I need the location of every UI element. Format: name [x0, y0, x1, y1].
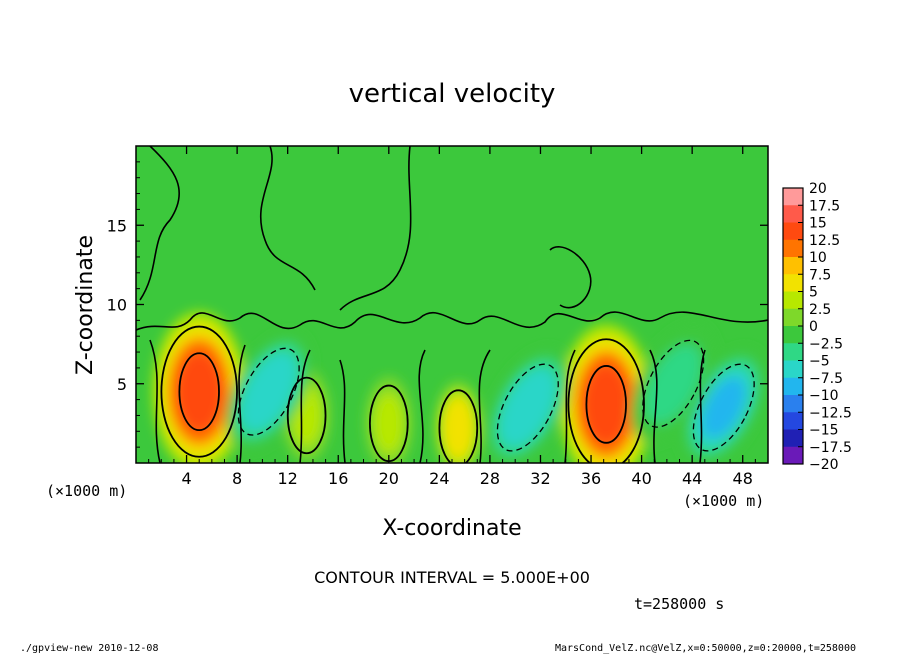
colorbar-label: −7.5 [809, 371, 843, 387]
field-blob [702, 377, 746, 438]
zero-contour [418, 349, 426, 463]
x-tick-label: 28 [480, 469, 500, 488]
x-unit-label: (×1000 m) [46, 482, 127, 500]
colorbar-swatch [783, 377, 803, 396]
colorbar-swatch [783, 412, 803, 430]
colorbar-swatch [783, 446, 803, 465]
y-axis-label: Z-coordinate [73, 235, 98, 375]
colorbar-label: 0 [809, 319, 818, 335]
zero-contour [339, 359, 346, 463]
field-blob [651, 353, 695, 414]
y-tick-label: 5 [117, 375, 127, 394]
colorbar-label: −10 [809, 388, 839, 404]
x-unit-label-right: (×1000 m) [683, 492, 764, 510]
colorbar-label: −2.5 [809, 336, 843, 352]
contour-5 [438, 389, 479, 463]
field-blob [582, 364, 630, 445]
colorbar-label: 12.5 [809, 233, 840, 249]
contour-neg5 [642, 339, 705, 428]
colorbar-swatch [783, 343, 803, 361]
chart-title: vertical velocity [349, 79, 556, 109]
time-label: t=258000 s [634, 595, 724, 613]
zero-contour [564, 349, 576, 463]
contour-lines [136, 146, 768, 463]
contour-neg5 [496, 363, 559, 452]
x-tick-label: 20 [379, 469, 399, 488]
contour-10 [585, 365, 627, 444]
contour-5 [160, 325, 238, 458]
colorbar-swatch [783, 205, 803, 223]
colorbar-swatch [783, 257, 803, 275]
colorbar-label: 20 [809, 181, 827, 197]
x-tick-label: 44 [682, 469, 702, 488]
contour-interval: CONTOUR INTERVAL = 5.000E+00 [314, 568, 590, 587]
colorbar-swatch [783, 291, 803, 310]
y-axis: 5 10 15 [107, 161, 768, 448]
contour-10 [178, 352, 220, 432]
field-blob [446, 404, 471, 452]
colorbar-swatch [783, 395, 803, 413]
colorbar-swatch [783, 239, 803, 258]
x-tick-label: 32 [530, 469, 550, 488]
field-blob [377, 399, 401, 447]
x-tick-label: 4 [181, 469, 191, 488]
footer-right: MarsCond_VelZ.nc@VelZ,x=0:50000,z=0:2000… [555, 643, 856, 654]
zero-contour [478, 349, 491, 463]
colorbar-label: −12.5 [809, 405, 852, 421]
colorbar-label: −15 [809, 423, 839, 439]
zero-contour [699, 349, 706, 463]
zero-contour-upper [259, 146, 316, 291]
zero-contour-upper [549, 246, 592, 309]
colorbar-label: 17.5 [809, 198, 840, 214]
field-blob [175, 351, 223, 432]
zero-contour [649, 349, 658, 463]
zero-contour [299, 349, 311, 463]
field-blob [506, 377, 550, 438]
field-blob [247, 361, 291, 422]
contour-neg5 [692, 363, 755, 452]
y-tick-label: 15 [107, 216, 127, 235]
colorbar-swatch [783, 326, 803, 344]
cell-contours [160, 325, 755, 463]
zero-contour [136, 311, 768, 331]
colorbar-label: −5 [809, 354, 830, 370]
x-tick-label: 12 [278, 469, 298, 488]
colorbar-swatch [783, 308, 803, 327]
colorbar-swatch [783, 222, 803, 241]
x-tick-label: 8 [232, 469, 242, 488]
contour-5 [567, 338, 645, 463]
x-axis: 4 8 12 16 20 24 28 32 36 40 44 48 [148, 146, 756, 488]
colorbar-label: 15 [809, 216, 827, 232]
footer-left: ./gpview-new 2010-12-08 [20, 643, 158, 654]
contour-5 [286, 376, 327, 455]
x-tick-label: 40 [631, 469, 651, 488]
plot-area [136, 146, 768, 463]
shaded-field [152, 311, 767, 463]
colorbar-swatch [783, 274, 803, 292]
colorbar-swatch [783, 360, 803, 379]
colorbar-label: 2.5 [809, 302, 831, 318]
y-tick-label: 10 [107, 296, 127, 315]
zero-contour-upper [339, 146, 412, 311]
x-axis-label: X-coordinate [382, 516, 521, 541]
colorbar-label: −17.5 [809, 440, 852, 456]
x-tick-label: 16 [328, 469, 348, 488]
x-tick-label: 36 [581, 469, 601, 488]
zero-contour-left [139, 146, 181, 301]
colorbar-label: 5 [809, 285, 818, 301]
colorbar-swatch [783, 188, 803, 206]
colorbar-label: 10 [809, 250, 827, 266]
zero-contour [149, 339, 161, 463]
x-tick-label: 24 [429, 469, 449, 488]
contour-neg5 [237, 347, 300, 436]
colorbar-swatch [783, 429, 803, 448]
x-tick-label: 48 [733, 469, 753, 488]
colorbar-label: −20 [809, 457, 839, 473]
colorbar-label: 7.5 [809, 267, 831, 283]
